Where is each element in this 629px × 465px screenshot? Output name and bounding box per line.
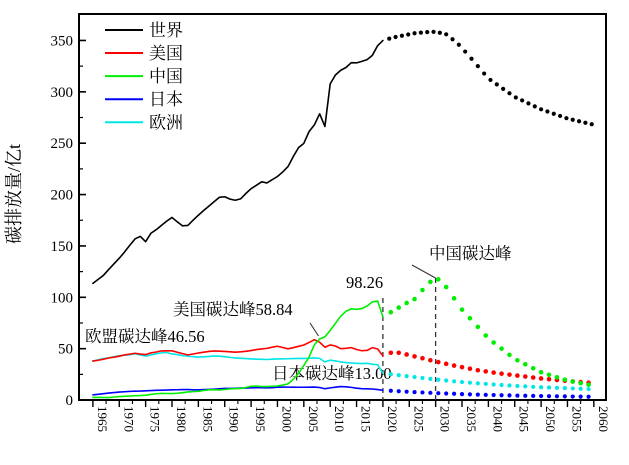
svg-text:中国碳达峰: 中国碳达峰: [429, 244, 512, 263]
svg-text:250: 250: [51, 136, 74, 152]
svg-text:美国: 美国: [149, 44, 183, 63]
svg-text:0: 0: [66, 393, 74, 409]
svg-text:50: 50: [58, 342, 73, 358]
svg-text:中国: 中国: [149, 67, 183, 86]
svg-text:2055: 2055: [569, 406, 584, 432]
svg-text:1975: 1975: [148, 406, 163, 432]
svg-text:2040: 2040: [490, 406, 505, 432]
svg-text:98.26: 98.26: [346, 273, 383, 292]
svg-text:2000: 2000: [279, 406, 294, 432]
svg-text:碳排放量/亿t: 碳排放量/亿t: [4, 144, 24, 244]
svg-text:日本碳达峰13.00: 日本碳达峰13.00: [272, 364, 392, 383]
svg-text:欧洲: 欧洲: [149, 113, 183, 132]
svg-text:2030: 2030: [438, 406, 453, 432]
svg-text:1990: 1990: [227, 406, 242, 432]
svg-text:世界: 世界: [149, 21, 183, 40]
svg-text:100: 100: [51, 290, 74, 306]
svg-text:日本: 日本: [149, 90, 183, 109]
svg-text:1985: 1985: [200, 406, 215, 432]
svg-text:2020: 2020: [385, 406, 400, 432]
svg-text:2050: 2050: [543, 406, 558, 432]
svg-text:2035: 2035: [464, 406, 479, 432]
svg-text:2025: 2025: [411, 406, 426, 432]
svg-text:200: 200: [51, 188, 74, 204]
svg-text:2045: 2045: [517, 406, 532, 432]
svg-text:欧盟碳达峰46.56: 欧盟碳达峰46.56: [85, 327, 205, 346]
svg-text:1965: 1965: [95, 406, 110, 432]
svg-text:1970: 1970: [121, 406, 136, 432]
svg-text:300: 300: [51, 85, 74, 101]
svg-text:1980: 1980: [174, 406, 189, 432]
svg-text:美国碳达峰58.84: 美国碳达峰58.84: [173, 300, 293, 319]
svg-text:2060: 2060: [596, 406, 611, 432]
svg-text:2015: 2015: [359, 406, 374, 432]
svg-text:2010: 2010: [332, 406, 347, 432]
svg-text:150: 150: [51, 239, 74, 255]
svg-text:350: 350: [51, 33, 74, 49]
svg-text:1995: 1995: [253, 406, 268, 432]
svg-text:2005: 2005: [306, 406, 321, 432]
